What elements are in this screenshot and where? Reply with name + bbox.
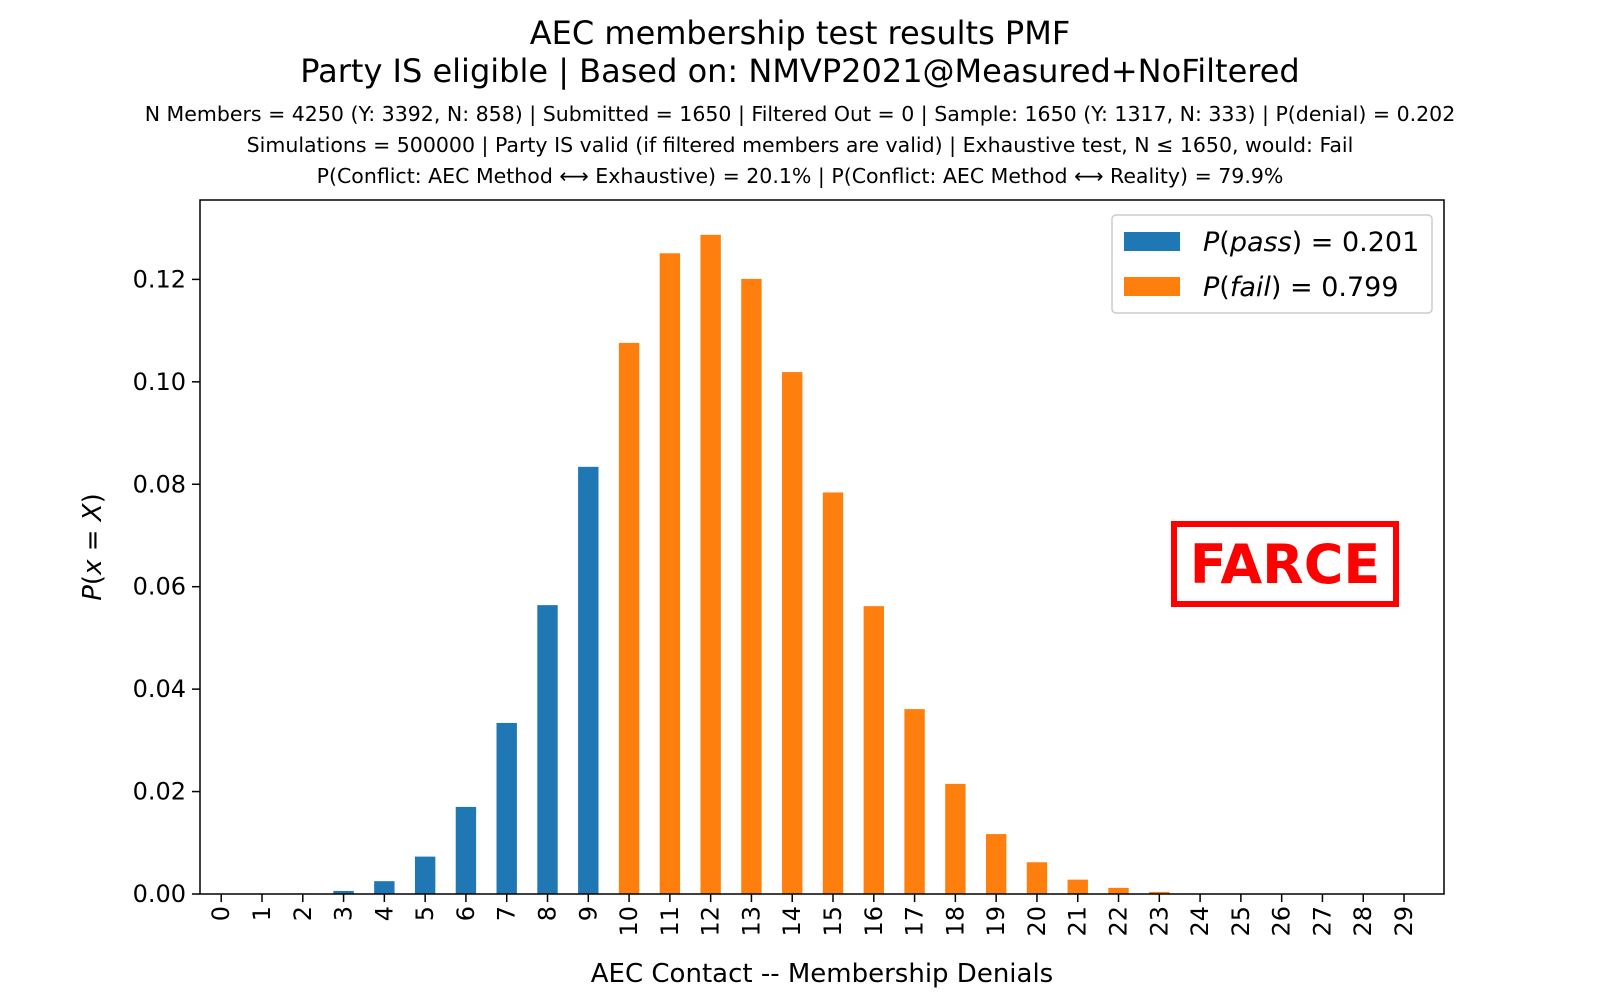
- stamp-text: FARCE: [1190, 533, 1381, 596]
- x-tick-label: 6: [452, 906, 480, 921]
- x-tick-label: 12: [697, 906, 725, 937]
- x-tick-label: 15: [819, 906, 847, 937]
- legend-swatch: [1124, 277, 1180, 296]
- x-tick-label: 10: [615, 906, 643, 937]
- chart-title: AEC membership test results PMF: [529, 14, 1071, 52]
- y-axis: 0.00 0.02 0.04 0.06 0.08 0.10 0.12: [133, 265, 200, 908]
- bar-22: [1108, 887, 1129, 894]
- bar-7: [496, 722, 517, 894]
- x-tick-label: 1: [248, 906, 276, 921]
- x-tick-label: 25: [1227, 906, 1255, 937]
- y-tick-label: 0.10: [133, 368, 186, 396]
- x-tick-label: 8: [534, 906, 562, 921]
- legend-box: [1111, 214, 1433, 314]
- x-tick-label: 20: [1023, 906, 1051, 937]
- y-tick-label: 0.02: [133, 778, 186, 806]
- bar-18: [945, 783, 966, 894]
- bar-6: [455, 806, 477, 894]
- legend: P(pass) = 0.201 P(fail) = 0.799: [1111, 214, 1433, 314]
- bar-15: [822, 492, 844, 894]
- x-tick-label: 5: [411, 906, 439, 921]
- x-tick-label: 27: [1308, 906, 1336, 937]
- bar-3: [333, 890, 354, 894]
- info-line-3: P(Conflict: AEC Method ⟷ Exhaustive) = 2…: [316, 164, 1284, 188]
- y-tick-label: 0.00: [133, 880, 186, 908]
- x-tick-label: 22: [1105, 906, 1133, 937]
- bar-14: [782, 372, 803, 895]
- bar-9: [578, 466, 599, 894]
- bar-16: [863, 606, 884, 894]
- x-tick-label: 29: [1390, 906, 1418, 937]
- legend-label: P(pass) = 0.201: [1203, 227, 1419, 258]
- x-tick-label: 17: [901, 906, 929, 937]
- x-tick-label: 16: [860, 906, 888, 937]
- x-tick-label: 4: [370, 906, 398, 921]
- x-tick-label: 18: [941, 906, 969, 937]
- bar-10: [618, 342, 640, 894]
- x-tick-label: 7: [493, 906, 521, 921]
- y-tick-label: 0.04: [133, 675, 186, 703]
- bar-20: [1026, 862, 1048, 894]
- x-axis-label: AEC Contact -- Membership Denials: [591, 959, 1053, 989]
- x-tick-label: 11: [656, 906, 684, 937]
- bar-17: [904, 709, 925, 894]
- y-tick-label: 0.12: [133, 265, 186, 293]
- chart-subtitle: Party IS eligible | Based on: NMVP2021@M…: [300, 52, 1300, 90]
- stamp-border: [1171, 521, 1399, 607]
- x-tick-label: 2: [289, 906, 317, 921]
- bar-19: [985, 834, 1007, 894]
- bar-4: [374, 881, 395, 894]
- legend-swatch: [1124, 232, 1180, 251]
- x-tick-label: 13: [737, 906, 765, 937]
- y-tick-label: 0.06: [133, 573, 186, 601]
- x-tick-label: 28: [1349, 906, 1377, 937]
- x-tick-label: 3: [330, 906, 358, 921]
- bar-12: [700, 234, 721, 894]
- bar-21: [1067, 879, 1088, 894]
- x-tick-label: 24: [1186, 906, 1214, 937]
- x-tick-label: 21: [1064, 906, 1092, 937]
- x-tick-label: 14: [778, 906, 806, 937]
- x-tick-label: 0: [207, 906, 235, 921]
- y-axis-label: P(x = X): [78, 493, 108, 601]
- legend-label: P(fail) = 0.799: [1203, 272, 1399, 303]
- x-tick-label: 23: [1145, 906, 1173, 937]
- plot-frame: [199, 199, 1445, 895]
- x-tick-label: 26: [1268, 906, 1296, 937]
- info-line-2: Simulations = 500000 | Party IS valid (i…: [246, 133, 1354, 157]
- y-tick-label: 0.08: [133, 470, 186, 498]
- bars-layer: [292, 234, 1211, 895]
- x-tick-label: 9: [574, 906, 602, 921]
- bar-5: [414, 856, 436, 894]
- x-axis: 0 1 2 3 4 5 6 7 8 9 10 11 12 13 14 15 16 17 18 19 20 21 22 23 24…: [207, 894, 1418, 937]
- bar-8: [537, 605, 558, 894]
- x-tick-label: 19: [982, 906, 1010, 937]
- bar-23: [1149, 891, 1170, 894]
- farce-stamp: FARCE: [1171, 521, 1399, 607]
- bar-11: [659, 253, 681, 894]
- info-line-1: N Members = 4250 (Y: 3392, N: 858) | Sub…: [144, 102, 1456, 126]
- bar-13: [741, 278, 762, 894]
